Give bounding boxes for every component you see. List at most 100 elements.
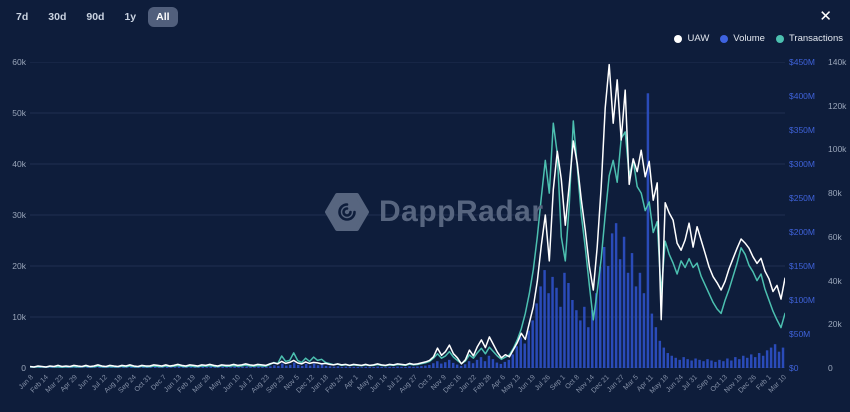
- x-axis-label: Apr 11: [635, 374, 656, 394]
- chart-canvas: [30, 62, 785, 368]
- x-axis-label: Sep 29: [265, 374, 286, 395]
- y-tick-label: $400M: [789, 91, 815, 101]
- range-button-30d[interactable]: 30d: [40, 7, 74, 27]
- x-axis-label: Sep 6: [696, 374, 715, 392]
- y-tick-label: $100M: [789, 295, 815, 305]
- x-axis-label: Sep 24: [117, 374, 139, 395]
- y-tick-label: $50M: [789, 329, 811, 339]
- x-axis-label: Dec 12: [294, 374, 316, 395]
- transactions-line: [30, 120, 785, 368]
- volume-dot-icon: [720, 34, 729, 43]
- y-tick-label: 60k: [828, 231, 842, 242]
- time-range-selector: 7d 30d 90d 1y All: [8, 7, 178, 27]
- x-axis-label: Oct 13: [709, 374, 729, 394]
- x-axis-label: May 13: [500, 374, 523, 396]
- x-axis-label: Dec 7: [149, 374, 168, 392]
- x-axis-label: Jan 8: [17, 374, 35, 392]
- x-axis-label: Jun 10: [221, 374, 242, 394]
- x-axis-label: Mar 5: [622, 374, 641, 392]
- x-axis-label: Jul 31: [681, 374, 700, 393]
- y-tick-label: 0: [828, 363, 833, 373]
- y-tick-label: 120k: [828, 100, 847, 111]
- y-tick-label: $0: [789, 363, 799, 373]
- uaw-dot-icon: [674, 34, 683, 43]
- x-axis-label: Oct 8: [564, 374, 582, 391]
- x-axis-label: May 8: [356, 374, 375, 393]
- x-axis-label: Dec 16: [442, 374, 464, 395]
- range-button-7d[interactable]: 7d: [8, 7, 36, 27]
- x-axis-label: Jan 27: [605, 374, 626, 394]
- legend-item-uaw[interactable]: UAW: [674, 33, 709, 44]
- x-axis-label: May 4: [208, 374, 227, 393]
- y-tick-label: 50k: [12, 108, 26, 118]
- x-axis-label: Nov 19: [723, 374, 744, 395]
- close-icon[interactable]: ✕: [813, 8, 838, 25]
- x-axis-label: Apr 6: [490, 374, 508, 391]
- x-axis-label: Jun 5: [76, 374, 94, 392]
- x-axis-label: Mar 10: [767, 374, 788, 395]
- x-axis-label: Jun 14: [369, 374, 390, 394]
- x-axis-label: Aug 18: [102, 374, 124, 395]
- y-tick-label: $150M: [789, 261, 815, 271]
- y-tick-label: 100k: [828, 144, 847, 155]
- y-tick-label: 30k: [12, 210, 26, 220]
- legend-label-uaw: UAW: [687, 33, 710, 44]
- y-tick-label: 140k: [828, 57, 847, 67]
- chart-plot-area[interactable]: [30, 62, 785, 368]
- y-tick-label: $350M: [789, 125, 815, 135]
- x-axis-label: Nov 5: [282, 374, 301, 392]
- x-axis-label: Nov 9: [430, 374, 449, 392]
- x-axis-label: Jun 24: [664, 374, 685, 394]
- x-axis-label: May 18: [648, 374, 670, 396]
- x-axis-label: Jul 21: [385, 374, 405, 393]
- transactions-y-axis: 0 20k 40k 60k 80k 100k 120k 140k: [828, 57, 848, 373]
- x-axis-label: Feb 28: [472, 374, 493, 395]
- x-axis-label: Apr 1: [342, 374, 360, 391]
- y-tick-label: 20k: [12, 261, 26, 271]
- x-axis-label: Oct 3: [416, 374, 434, 391]
- x-axis-label: Jul 17: [238, 374, 257, 393]
- x-axis-label: Apr 29: [59, 374, 80, 394]
- x-axis-label: Feb 24: [324, 374, 345, 395]
- range-button-1y[interactable]: 1y: [116, 7, 144, 27]
- legend-item-volume[interactable]: Volume: [720, 33, 765, 44]
- legend-item-transactions[interactable]: Transactions: [775, 33, 843, 44]
- x-axis-label: Jan 18: [310, 374, 331, 394]
- y-tick-label: $200M: [789, 227, 815, 237]
- transactions-dot-icon: [775, 34, 784, 43]
- x-axis-label: Feb 19: [176, 374, 198, 395]
- y-tick-label: 10k: [12, 312, 26, 322]
- volume-y-axis: $0 $50M $100M $150M $200M $250M $300M $350M $400…: [789, 57, 827, 373]
- chart-legend: UAW Volume Transactions: [674, 33, 843, 44]
- y-tick-label: $450M: [789, 57, 815, 67]
- x-axis-label: Feb 14: [29, 374, 50, 395]
- y-tick-label: $250M: [789, 193, 815, 203]
- y-tick-label: 40k: [12, 159, 26, 169]
- y-tick-label: 60k: [12, 57, 26, 67]
- uaw-y-axis: 0 10k 20k 30k 40k 50k 60k: [0, 57, 26, 373]
- legend-label-transactions: Transactions: [788, 33, 843, 44]
- range-button-90d[interactable]: 90d: [78, 7, 112, 27]
- x-axis-label: Oct 31: [133, 374, 154, 394]
- y-tick-label: 80k: [828, 188, 842, 199]
- x-axis-label: Jul 26: [533, 374, 552, 393]
- x-axis-label: Jun 19: [517, 374, 537, 394]
- range-button-all[interactable]: All: [148, 7, 178, 27]
- volume-bars: [30, 93, 785, 368]
- legend-label-volume: Volume: [733, 33, 765, 44]
- x-axis-label: Jul 12: [90, 374, 109, 393]
- x-axis-label: Aug 23: [250, 374, 272, 395]
- y-tick-label: $300M: [789, 159, 815, 169]
- x-axis-label: Nov 14: [575, 374, 596, 395]
- y-tick-label: 20k: [828, 319, 842, 330]
- x-axis-label: Jan 13: [162, 374, 183, 394]
- uaw-line: [30, 63, 785, 368]
- y-tick-label: 0: [21, 363, 26, 373]
- x-axis-label: Mar 28: [191, 374, 213, 395]
- x-axis-label: Sep 1: [548, 374, 567, 392]
- x-axis-label: Mar 23: [44, 374, 65, 395]
- x-axis-label: Dec 26: [737, 374, 759, 395]
- x-axis-label: Jan 22: [458, 374, 478, 394]
- y-tick-label: 40k: [828, 275, 842, 286]
